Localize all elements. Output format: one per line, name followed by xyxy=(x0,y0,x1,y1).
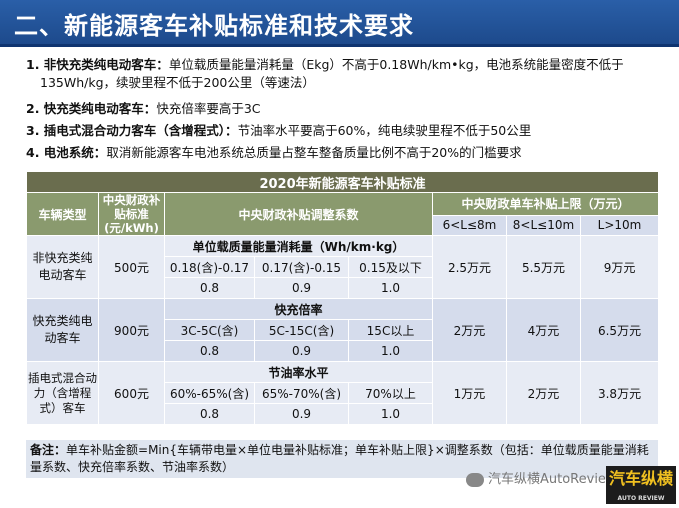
requirement-label: 4. 电池系统： xyxy=(26,145,107,160)
logo-text: 汽车纵横 xyxy=(608,469,673,488)
requirement-text: 单位载质量能量消耗量（Ekg）不高于0.18Wh/km•kg，电池系统能量密度不… xyxy=(168,57,624,72)
requirement-4: 4. 电池系统：取消新能源客车电池系统总质量占整车整备质量比例不高于20%的门槛… xyxy=(26,144,522,162)
row-limit-2: 5.5万元 xyxy=(506,235,581,299)
header-length-1: 6<L≤8m xyxy=(432,214,507,237)
row-range-3: 70%以上 xyxy=(348,382,433,404)
row-range-3: 0.15及以下 xyxy=(348,256,433,278)
header-length-3: L>10m xyxy=(579,214,660,237)
row-coef-3: 1.0 xyxy=(348,403,433,425)
row-standard: 500元 xyxy=(98,235,165,299)
title-bar: 二、新能源客车补贴标准和技术要求 xyxy=(0,0,679,47)
row-limit-3: 6.5万元 xyxy=(579,298,660,362)
requirement-text: 快充倍率要高于3C xyxy=(156,101,261,116)
requirement-text-cont: 135Wh/kg，续驶里程不低于200公里（等速法） xyxy=(40,75,315,90)
row-coef-2: 0.9 xyxy=(254,340,349,362)
row-limit-1: 2万元 xyxy=(432,298,507,362)
header-vehicle-type: 车辆类型 xyxy=(26,192,99,236)
table-caption: 2020年新能源客车补贴标准 xyxy=(25,171,660,193)
table-note: 备注：单车补贴金额=Min{车辆带电量×单位电量补贴标准；单车补贴上限}×调整系… xyxy=(26,440,658,478)
row-range-1: 0.18(含)-0.17 xyxy=(164,256,255,278)
row-coef-2: 0.9 xyxy=(254,403,349,425)
row-standard: 900元 xyxy=(98,298,165,362)
row-coef-title: 快充倍率 xyxy=(164,298,433,320)
row-range-2: 0.17(含)-0.15 xyxy=(254,256,349,278)
row-coef-1: 0.8 xyxy=(164,277,255,299)
row-type: 快充类纯电动客车 xyxy=(26,298,99,362)
row-coef-3: 1.0 xyxy=(348,340,433,362)
header-length-2: 8<L≤10m xyxy=(506,214,581,237)
subsidy-table: 2020年新能源客车补贴标准 车辆类型 中央财政补贴标准(元/kWh) 中央财政… xyxy=(25,171,660,425)
row-coef-2: 0.9 xyxy=(254,277,349,299)
note-text: 单车补贴金额=Min{车辆带电量×单位电量补贴标准；单车补贴上限}×调整系数（包… xyxy=(30,443,649,474)
row-range-2: 5C-15C(含) xyxy=(254,319,349,341)
brand-logo: 汽车纵横 AUTO REVIEW xyxy=(606,466,676,504)
row-range-1: 3C-5C(含) xyxy=(164,319,255,341)
logo-subtext: AUTO REVIEW xyxy=(617,495,665,502)
row-range-1: 60%-65%(含) xyxy=(164,382,255,404)
row-type: 非快充类纯电动客车 xyxy=(26,235,99,299)
requirement-label: 3. 插电式混合动力客车（含增程式）： xyxy=(26,123,238,138)
row-standard: 600元 xyxy=(98,361,165,425)
requirement-label: 1. 非快充类纯电动客车： xyxy=(26,57,169,72)
row-coef-title: 单位载质量能量消耗量（Wh/km·kg） xyxy=(164,235,433,257)
note-label: 备注： xyxy=(30,443,67,457)
requirement-label: 2. 快充类纯电动客车： xyxy=(26,101,157,116)
row-limit-1: 2.5万元 xyxy=(432,235,507,299)
requirement-text: 节油率水平要高于60%，纯电续驶里程不低于50公里 xyxy=(237,123,532,138)
requirement-1: 1. 非快充类纯电动客车：单位载质量能量消耗量（Ekg）不高于0.18Wh/km… xyxy=(26,56,656,92)
row-coef-1: 0.8 xyxy=(164,340,255,362)
row-limit-3: 9万元 xyxy=(579,235,660,299)
row-coef-title: 节油率水平 xyxy=(164,361,433,383)
row-limit-2: 4万元 xyxy=(506,298,581,362)
row-coef-3: 1.0 xyxy=(348,277,433,299)
header-adjust-coef: 中央财政补贴调整系数 xyxy=(164,192,433,236)
watermark: 汽车纵横AutoReview xyxy=(466,468,617,487)
row-range-2: 65%-70%(含) xyxy=(254,382,349,404)
requirement-2: 2. 快充类纯电动客车：快充倍率要高于3C xyxy=(26,100,261,118)
page-title: 二、新能源客车补贴标准和技术要求 xyxy=(14,12,414,40)
row-type: 插电式混合动力（含增程式）客车 xyxy=(26,361,99,425)
row-coef-1: 0.8 xyxy=(164,403,255,425)
header-subsidy-limit: 中央财政单车补贴上限（万元） xyxy=(431,192,660,216)
row-limit-3: 3.8万元 xyxy=(579,361,660,425)
requirement-text: 取消新能源客车电池系统总质量占整车整备质量比例不高于20%的门槛要求 xyxy=(106,145,522,160)
watermark-text: 汽车纵横AutoReview xyxy=(488,472,617,487)
row-range-3: 15C以上 xyxy=(348,319,433,341)
row-limit-1: 1万元 xyxy=(432,361,507,425)
header-subsidy-standard: 中央财政补贴标准(元/kWh) xyxy=(98,192,165,236)
wechat-icon xyxy=(466,472,484,487)
requirement-3: 3. 插电式混合动力客车（含增程式）：节油率水平要高于60%，纯电续驶里程不低于… xyxy=(26,122,531,140)
row-limit-2: 2万元 xyxy=(506,361,581,425)
